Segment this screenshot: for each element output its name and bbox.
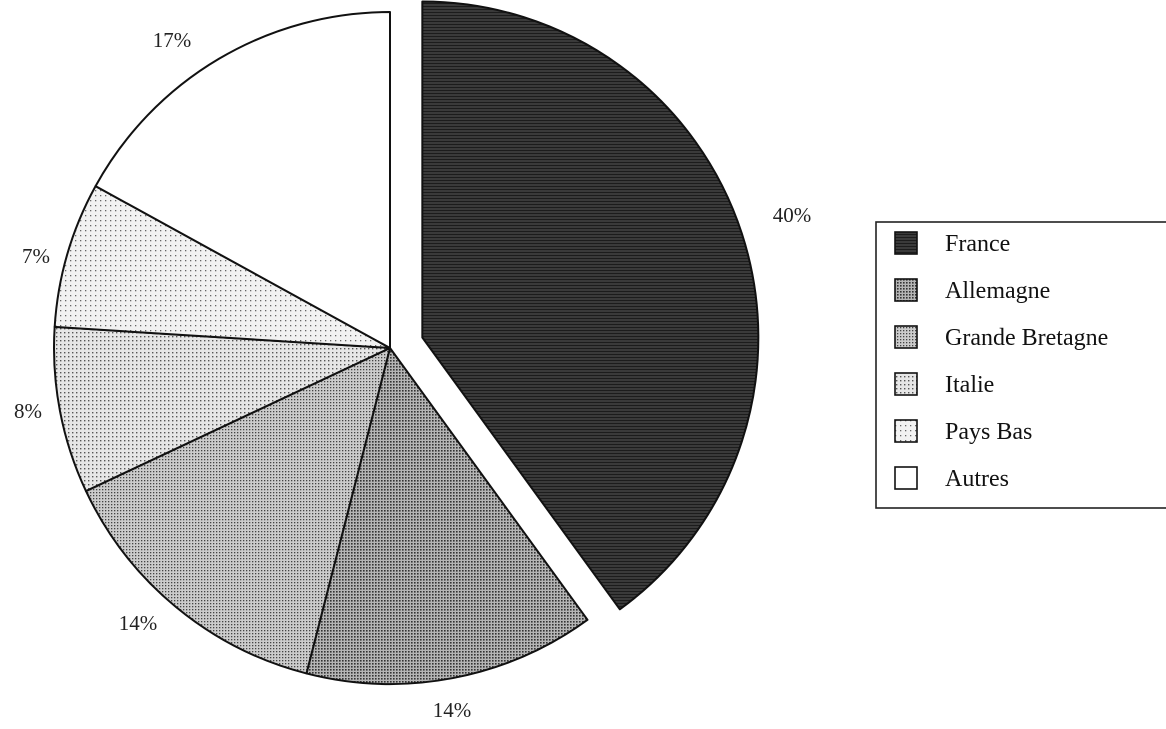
legend-label-autres: Autres xyxy=(945,466,1009,492)
value-label-autres: 17% xyxy=(153,28,192,52)
legend-label-allemagne: Allemagne xyxy=(945,278,1050,304)
pie-slice-italie xyxy=(53,325,391,493)
legend-swatch-pays-bas xyxy=(894,419,918,443)
pie-slice-autres xyxy=(94,11,391,349)
legend-swatch-allemagne xyxy=(894,278,918,302)
legend: France Allemagne Grande Bretagne Italie Pays… xyxy=(875,221,1166,509)
legend-items: France Allemagne Grande Bretagne Italie Pays… xyxy=(894,231,1108,492)
pie-slice-pays-bas xyxy=(53,185,391,349)
value-label-allemagne: 14% xyxy=(433,698,472,722)
value-label-pays-bas: 7% xyxy=(22,244,50,268)
legend-swatch-autres xyxy=(894,466,918,490)
legend-box xyxy=(875,221,1166,509)
pie-slice-grande-bretagne xyxy=(84,347,391,675)
pie-slices xyxy=(53,0,760,685)
legend-swatch-france xyxy=(894,231,918,255)
pie-slice-france xyxy=(421,0,760,611)
value-label-italie: 8% xyxy=(14,399,42,423)
legend-label-pays-bas: Pays Bas xyxy=(945,419,1032,445)
legend-swatch-italie xyxy=(894,372,918,396)
legend-label-france: France xyxy=(945,231,1010,257)
pie-slice-allemagne xyxy=(305,347,589,685)
value-label-grande-bretagne: 14% xyxy=(119,611,158,635)
value-label-france: 40% xyxy=(773,203,812,227)
legend-label-italie: Italie xyxy=(945,372,994,398)
pie-value-labels: 40% 14% 14% 8% 7% 17% xyxy=(14,28,811,722)
legend-swatch-grande-bretagne xyxy=(894,325,918,349)
legend-label-grande-bretagne: Grande Bretagne xyxy=(945,325,1108,351)
